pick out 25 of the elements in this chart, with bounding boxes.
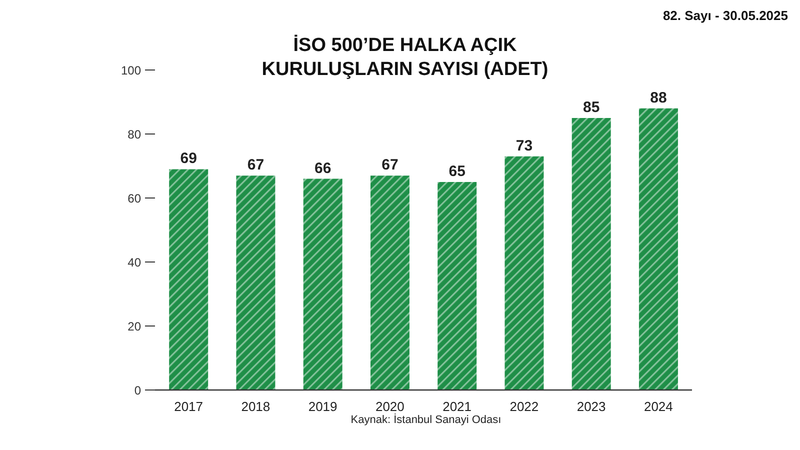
y-tick-label: 80 bbox=[128, 127, 142, 142]
x-tick-label: 2018 bbox=[241, 399, 270, 414]
x-tick-label: 2020 bbox=[375, 399, 404, 414]
data-label: 67 bbox=[247, 156, 264, 174]
data-label: 73 bbox=[516, 137, 533, 154]
data-label: 85 bbox=[583, 99, 600, 116]
text: Kaynak: İstanbul Sanayi Odası bbox=[350, 414, 502, 426]
x-tick-label: 2022 bbox=[510, 399, 539, 414]
data-label: 88 bbox=[650, 89, 667, 106]
x-tick-label: 2024 bbox=[644, 399, 673, 414]
data-label: 69 bbox=[180, 150, 197, 168]
data-label: 67 bbox=[382, 156, 398, 174]
x-tick-label: 2023 bbox=[576, 399, 606, 414]
chart-title: İSO 500’DE HALKA AÇIK KURULUŞLARIN SAYISI (ADET) bbox=[260, 34, 550, 82]
y-tick-label: 0 bbox=[134, 383, 142, 398]
data-label: 66 bbox=[314, 160, 332, 177]
y-tick-label: 40 bbox=[128, 255, 142, 270]
x-tick-label: 2017 bbox=[174, 399, 204, 414]
x-tick-label: 2019 bbox=[308, 399, 338, 414]
y-tick-label: 20 bbox=[128, 319, 142, 334]
x-tick-label: 2021 bbox=[442, 399, 472, 414]
y-tick-label: 100 bbox=[120, 63, 142, 78]
data-label: 65 bbox=[448, 163, 466, 180]
y-tick-label: 60 bbox=[128, 191, 142, 206]
text: 82. Sayı - 30.05.2025 bbox=[662, 8, 788, 23]
